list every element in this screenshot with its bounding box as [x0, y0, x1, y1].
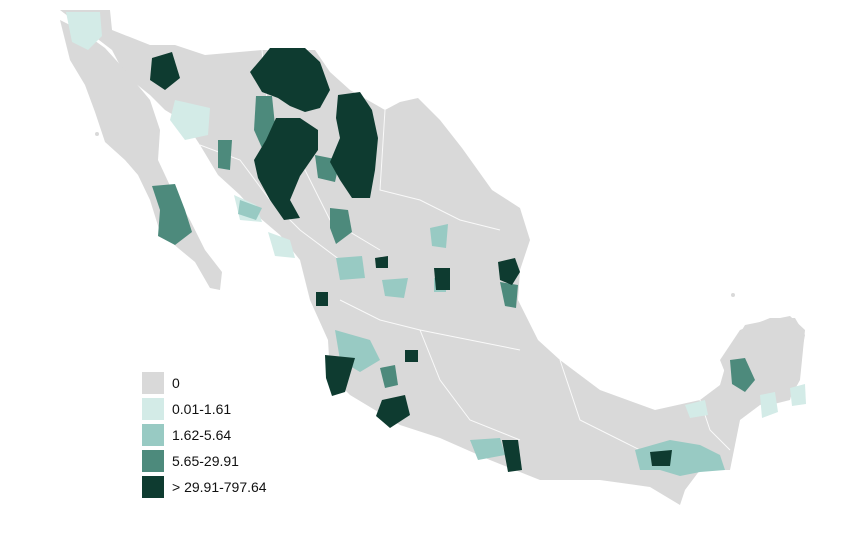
legend-label: > 29.91-797.64	[172, 479, 267, 495]
legend-item-0: 0	[142, 372, 342, 398]
region-darkest	[250, 48, 330, 112]
region-light	[66, 12, 102, 50]
legend-label: 0	[172, 375, 180, 391]
region-medium	[430, 224, 448, 248]
region-medium	[382, 278, 408, 298]
legend-swatch	[142, 424, 164, 446]
region-medium	[635, 440, 725, 476]
region-darkest	[316, 292, 328, 306]
region-light	[685, 400, 708, 418]
legend-item-1: 0.01-1.61	[142, 398, 342, 424]
region-light	[790, 384, 806, 406]
legend-item-4: > 29.91-797.64	[142, 476, 342, 502]
island	[95, 132, 99, 136]
region-darkest	[254, 118, 318, 220]
region-medium	[238, 200, 262, 220]
region-dark	[730, 358, 755, 392]
region-light	[170, 100, 210, 140]
region-darkest	[150, 52, 180, 90]
legend-label: 1.62-5.64	[172, 427, 232, 443]
region-darkest	[502, 440, 522, 472]
region-darkest	[330, 92, 378, 198]
region-dark	[500, 282, 518, 308]
legend-swatch	[142, 450, 164, 472]
region-dark	[380, 365, 398, 388]
region-dark	[152, 184, 192, 245]
region-darkest	[650, 450, 672, 466]
legend-item-3: 5.65-29.91	[142, 450, 342, 476]
legend-swatch	[142, 398, 164, 420]
legend-swatch	[142, 372, 164, 394]
region-medium	[470, 438, 505, 460]
region-light	[760, 392, 778, 418]
region-darkest	[405, 350, 418, 362]
legend-label: 0.01-1.61	[172, 401, 232, 417]
region-dark	[330, 208, 352, 244]
island	[731, 293, 735, 297]
region-medium	[336, 256, 365, 280]
legend-item-2: 1.62-5.64	[142, 424, 342, 450]
legend-label: 5.65-29.91	[172, 453, 239, 469]
mainland-landmass	[60, 10, 805, 505]
region-darkest	[376, 395, 410, 428]
region-light	[268, 232, 295, 258]
region-dark	[218, 140, 232, 170]
region-darkest	[498, 258, 520, 285]
legend: 0 0.01-1.61 1.62-5.64 5.65-29.91 > 29.91…	[142, 372, 342, 502]
legend-swatch	[142, 476, 164, 498]
region-darkest	[375, 256, 388, 268]
region-darkest	[325, 355, 355, 396]
region-darkest	[434, 268, 450, 290]
